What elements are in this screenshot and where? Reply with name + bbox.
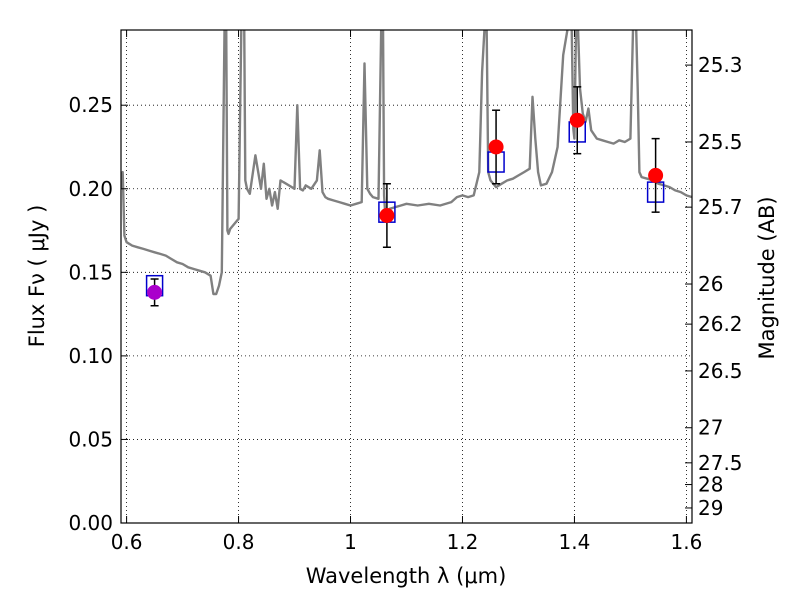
observed-photometry-point [648, 167, 664, 183]
right-tick-label: 25.5 [698, 130, 743, 154]
model-spectrum-line [121, 30, 692, 296]
y-tick-label: 0.00 [68, 511, 113, 535]
x-tick-label: 1.4 [559, 530, 591, 554]
x-axis-label: Wavelength λ (μm) [306, 564, 507, 588]
x-tick-label: 1 [344, 530, 357, 554]
observed-photometry-point [488, 139, 504, 155]
plot-area [121, 30, 692, 307]
right-axis-label: Magnitude (AB) [755, 196, 779, 359]
right-tick-label: 27 [698, 416, 723, 440]
observed-photometry-point [569, 112, 585, 128]
right-tick-label: 26 [698, 272, 723, 296]
y-axis-label: Flux Fν ( μJy ) [25, 205, 49, 348]
x-tick-label: 0.8 [223, 530, 255, 554]
axis-ticks: 0.6 0.8 1 1.2 1.4 1.6 0.00 0.05 0.10 0.15 0.20 0.25… [68, 30, 743, 554]
right-tick-label: 28 [698, 473, 723, 497]
grid-lines [121, 30, 692, 524]
right-tick-label: 25.7 [698, 195, 743, 219]
observed-photometry-point [147, 284, 163, 300]
right-tick-label: 25.3 [698, 53, 743, 77]
y-tick-label: 0.05 [68, 427, 113, 451]
y-tick-label: 0.10 [68, 344, 113, 368]
y-tick-label: 0.20 [68, 177, 113, 201]
right-tick-label: 27.5 [698, 451, 743, 475]
plot-frame [120, 29, 693, 524]
observed-photometry-point [379, 208, 395, 224]
right-tick-label: 26.2 [698, 312, 743, 336]
right-tick-label: 26.5 [698, 359, 743, 383]
right-tick-label: 29 [698, 496, 723, 520]
y-tick-label: 0.15 [68, 260, 113, 284]
y-tick-label: 0.25 [68, 93, 113, 117]
x-tick-label: 1.2 [447, 530, 479, 554]
x-tick-label: 1.6 [670, 530, 702, 554]
x-tick-label: 0.6 [111, 530, 143, 554]
